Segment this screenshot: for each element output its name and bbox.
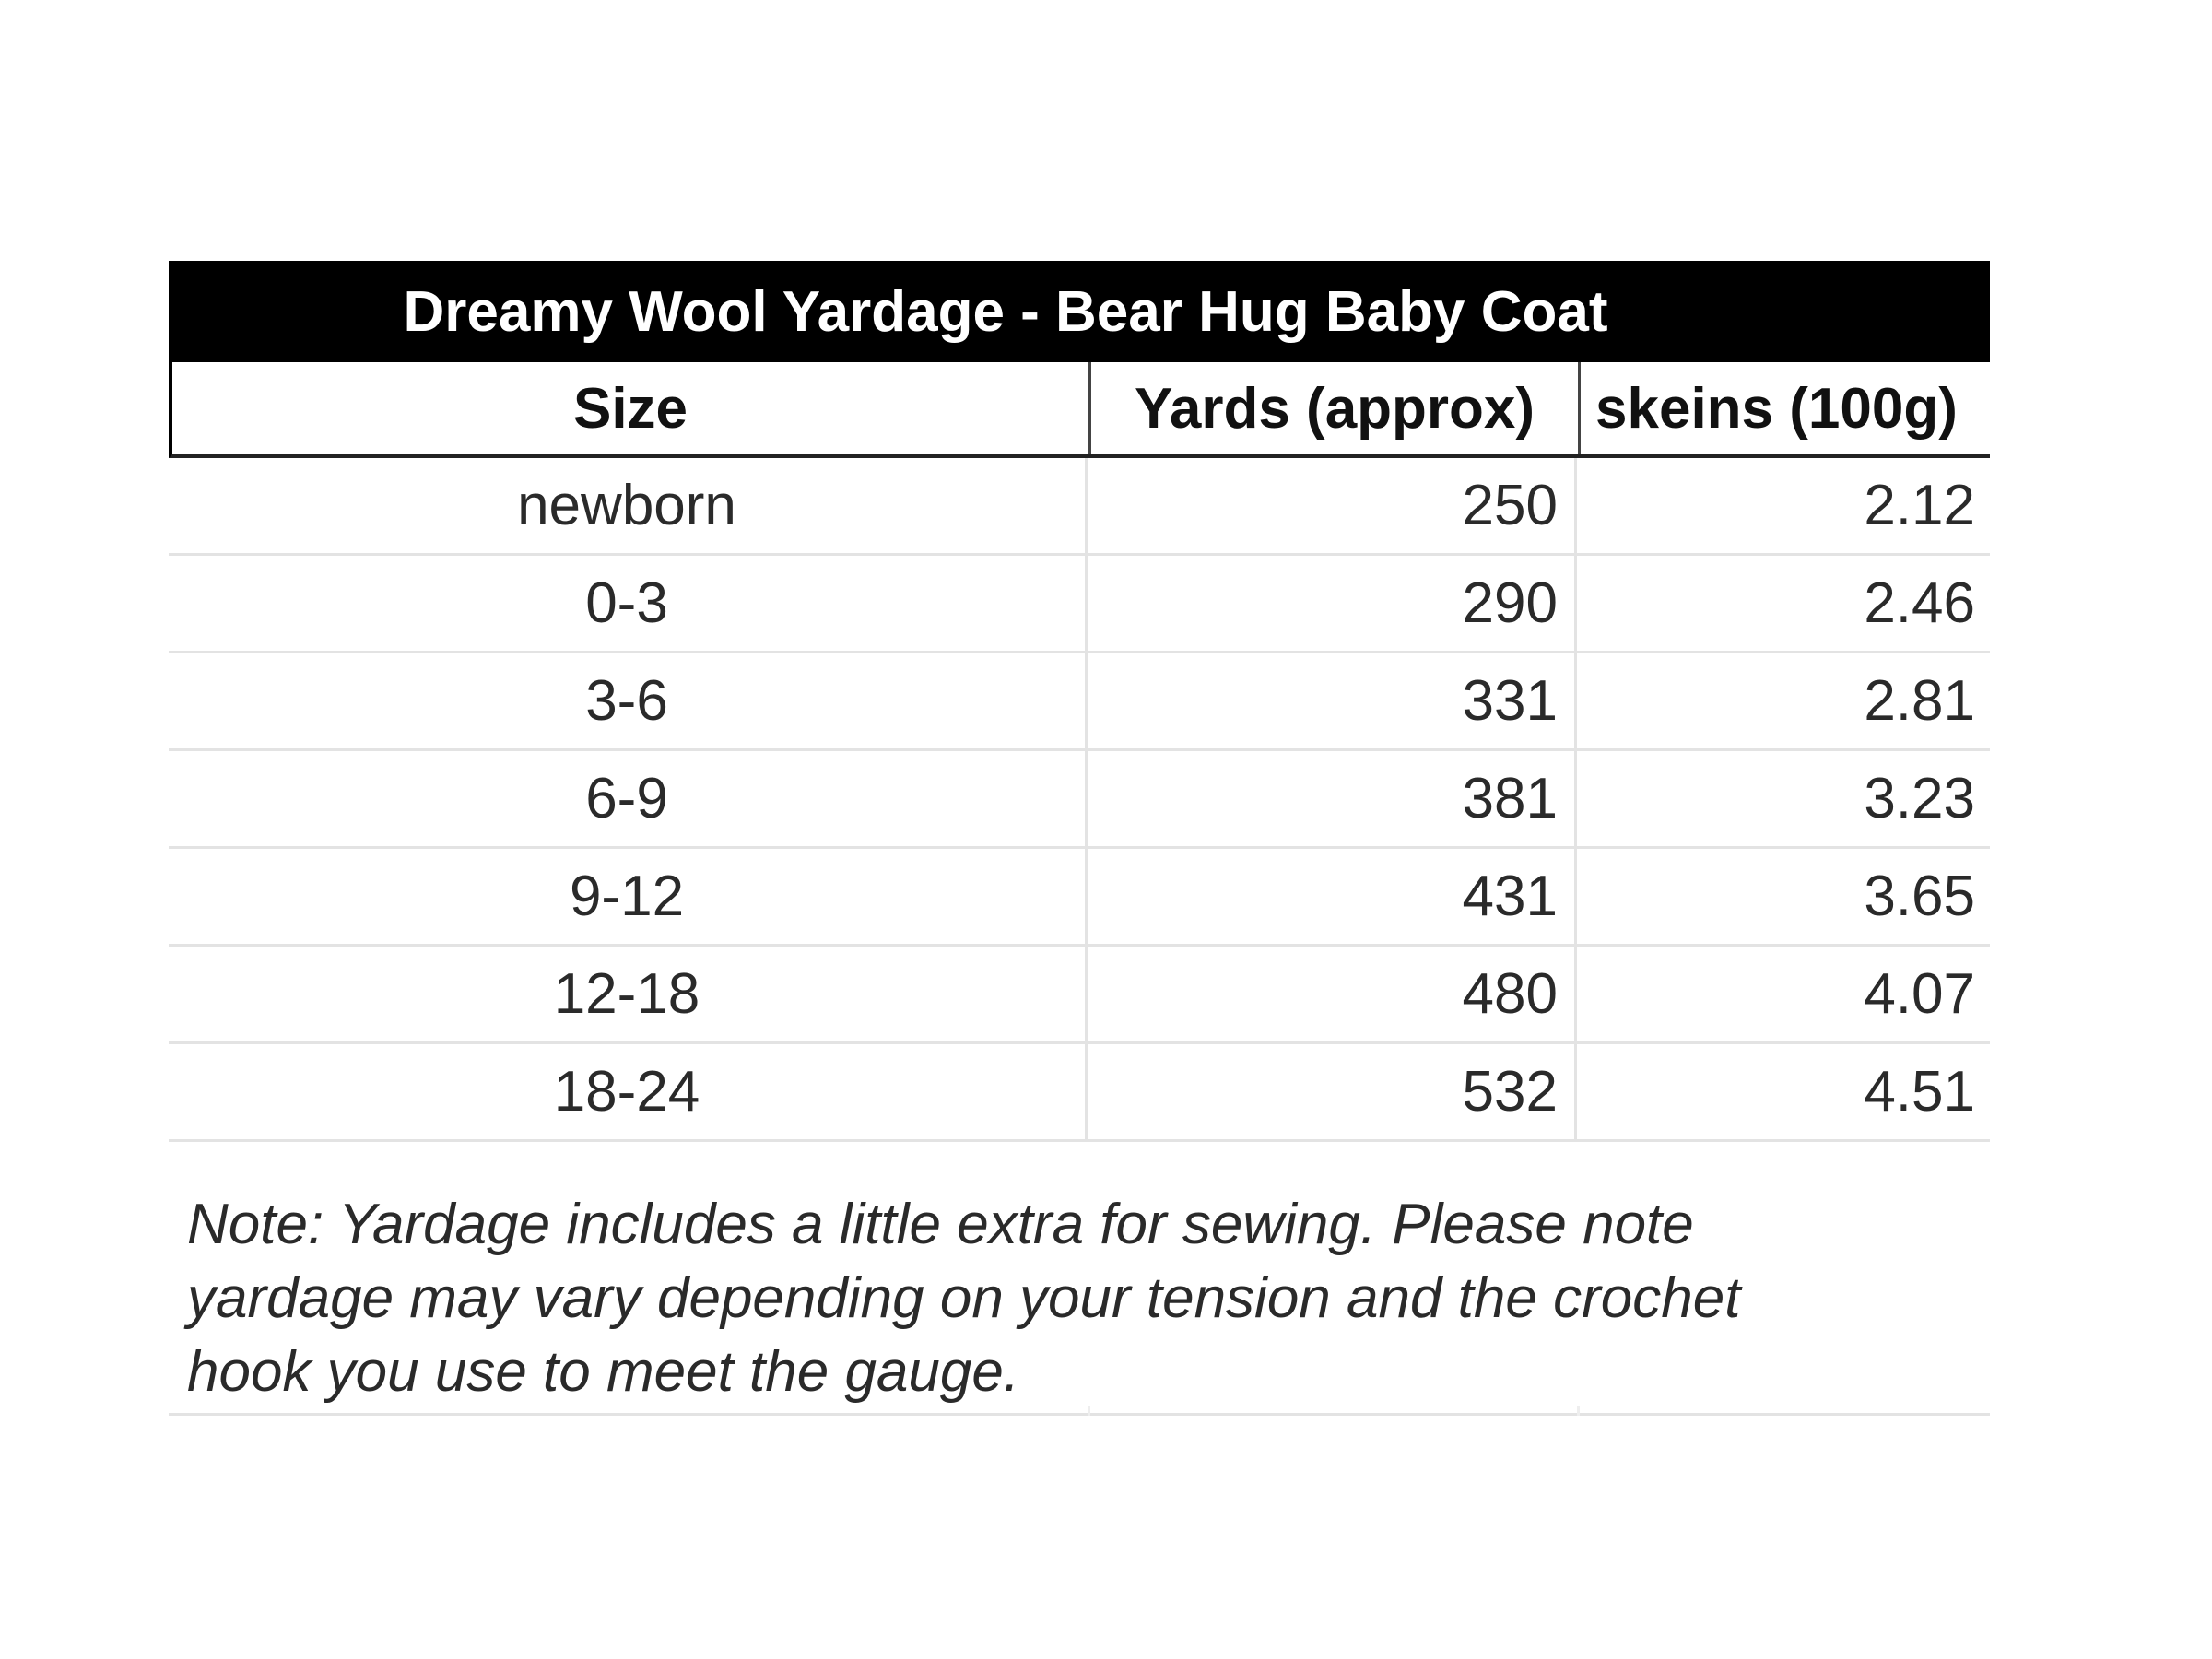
table-title-bar: Dreamy Wool Yardage - Bear Hug Baby Coat <box>169 261 1990 362</box>
size-cell: 3-6 <box>169 653 1088 748</box>
column-header-skeins: skeins (100g) <box>1595 376 1958 441</box>
yards-cell: 331 <box>1088 653 1577 748</box>
grid-line <box>1088 1406 1090 1416</box>
grid-line <box>1577 1406 1580 1416</box>
size-cell: 6-9 <box>169 751 1088 846</box>
skeins-cell: 4.51 <box>1864 1060 1975 1124</box>
column-header-size: Size <box>172 362 1091 454</box>
yards-cell: 532 <box>1088 1044 1577 1139</box>
table-row: 0-3 290 2.46 <box>169 556 1990 653</box>
skeins-cell: 2.46 <box>1864 571 1975 635</box>
table-row: 18-24 532 4.51 <box>169 1044 1990 1142</box>
size-cell: 0-3 <box>169 556 1088 651</box>
yards-cell: 250 <box>1088 458 1577 553</box>
yards-cell: 290 <box>1088 556 1577 651</box>
table-row: 9-12 431 3.65 <box>169 849 1990 947</box>
table-row: 12-18 480 4.07 <box>169 947 1990 1044</box>
yardage-table: Dreamy Wool Yardage - Bear Hug Baby Coat… <box>169 261 1990 1416</box>
skeins-cell: 3.23 <box>1864 767 1975 830</box>
yards-cell: 480 <box>1088 947 1577 1041</box>
table-row: newborn 250 2.12 <box>169 458 1990 556</box>
yardage-note: Note: Yardage includes a little extra fo… <box>187 1188 1938 1409</box>
size-cell: 18-24 <box>169 1044 1088 1139</box>
skeins-cell: 2.81 <box>1864 669 1975 733</box>
size-cell: 12-18 <box>169 947 1088 1041</box>
skeins-cell: 4.07 <box>1864 962 1975 1026</box>
note-line: Note: Yardage includes a little extra fo… <box>187 1193 1694 1256</box>
skeins-cell: 3.65 <box>1864 865 1975 928</box>
size-cell: newborn <box>169 458 1088 553</box>
note-line: yardage may vary depending on your tensi… <box>187 1266 1741 1330</box>
table-title: Dreamy Wool Yardage - Bear Hug Baby Coat <box>403 279 1608 344</box>
size-cell: 9-12 <box>169 849 1088 944</box>
table-row: 3-6 331 2.81 <box>169 653 1990 751</box>
table-row: 6-9 381 3.23 <box>169 751 1990 849</box>
note-line: hook you use to meet the gauge. <box>187 1340 1020 1404</box>
column-header-yards: Yards (approx) <box>1091 362 1581 454</box>
yards-cell: 381 <box>1088 751 1577 846</box>
yards-cell: 431 <box>1088 849 1577 944</box>
header-row: Size Yards (approx) skeins (100g) <box>169 362 1990 458</box>
note-row: Note: Yardage includes a little extra fo… <box>169 1142 1990 1416</box>
skeins-cell: 2.12 <box>1864 474 1975 537</box>
